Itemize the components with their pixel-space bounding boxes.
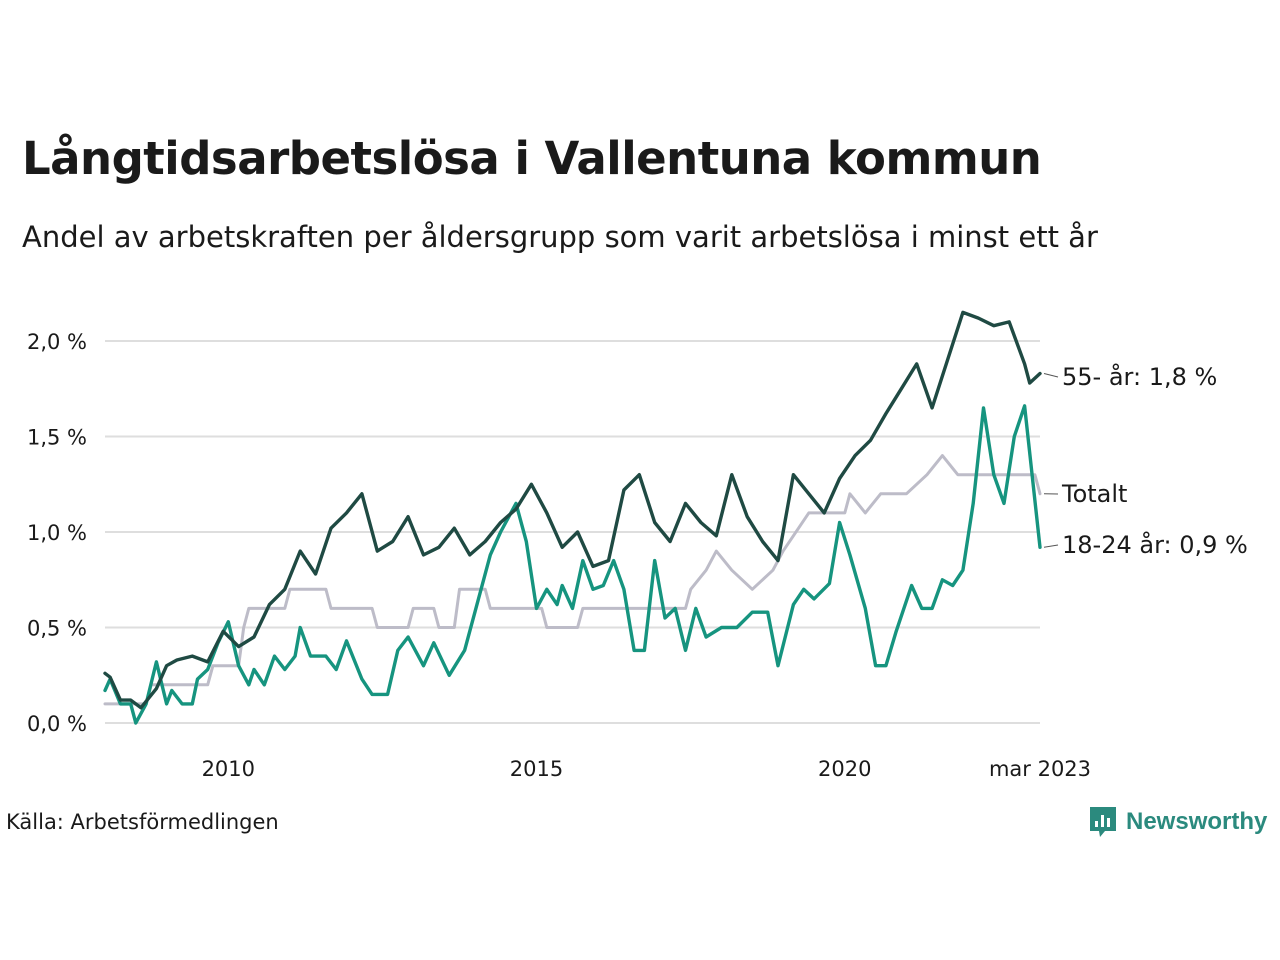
series-lines xyxy=(103,310,1042,725)
series-line-total xyxy=(103,454,1042,706)
series-line-older xyxy=(103,310,1042,710)
series-line-young xyxy=(103,404,1042,725)
x-tick-label: mar 2023 xyxy=(989,757,1091,781)
y-tick-label: 2,0 % xyxy=(27,330,87,354)
y-tick-label: 1,0 % xyxy=(27,521,87,545)
chart-title: Långtidsarbetslösa i Vallentuna kommun xyxy=(22,132,1042,185)
series-end-label: Totalt xyxy=(1061,480,1127,508)
end-label-connector xyxy=(1043,544,1059,548)
x-tick-label: 2010 xyxy=(202,757,255,781)
x-tick-label: 2020 xyxy=(818,757,871,781)
newsworthy-logo-icon xyxy=(1090,807,1116,837)
x-axis-tick-labels: 2010 2015 2020 mar 2023 xyxy=(202,757,1091,781)
logo-text: Newsworthy xyxy=(1126,808,1268,835)
y-tick-label: 0,0 % xyxy=(27,712,87,736)
y-tick-label: 0,5 % xyxy=(27,617,87,641)
newsworthy-logo[interactable]: Newsworthy xyxy=(1088,805,1267,839)
grid-lines xyxy=(105,340,1040,724)
series-end-labels: Totalt 18-24 år: 0,9 % 55- år: 1,8 % xyxy=(1043,362,1248,559)
end-label-connector xyxy=(1043,372,1059,378)
y-axis-tick-labels: 0,0 % 0,5 % 1,0 % 1,5 % 2,0 % xyxy=(27,330,87,736)
series-end-label: 18-24 år: 0,9 % xyxy=(1062,530,1248,559)
chart-subtitle: Andel av arbetskraften per åldersgrupp s… xyxy=(22,220,1098,254)
x-tick-label: 2015 xyxy=(510,757,563,781)
source-note: Källa: Arbetsförmedlingen xyxy=(6,810,279,834)
series-end-label: 55- år: 1,8 % xyxy=(1062,362,1217,391)
y-tick-label: 1,5 % xyxy=(27,426,87,450)
